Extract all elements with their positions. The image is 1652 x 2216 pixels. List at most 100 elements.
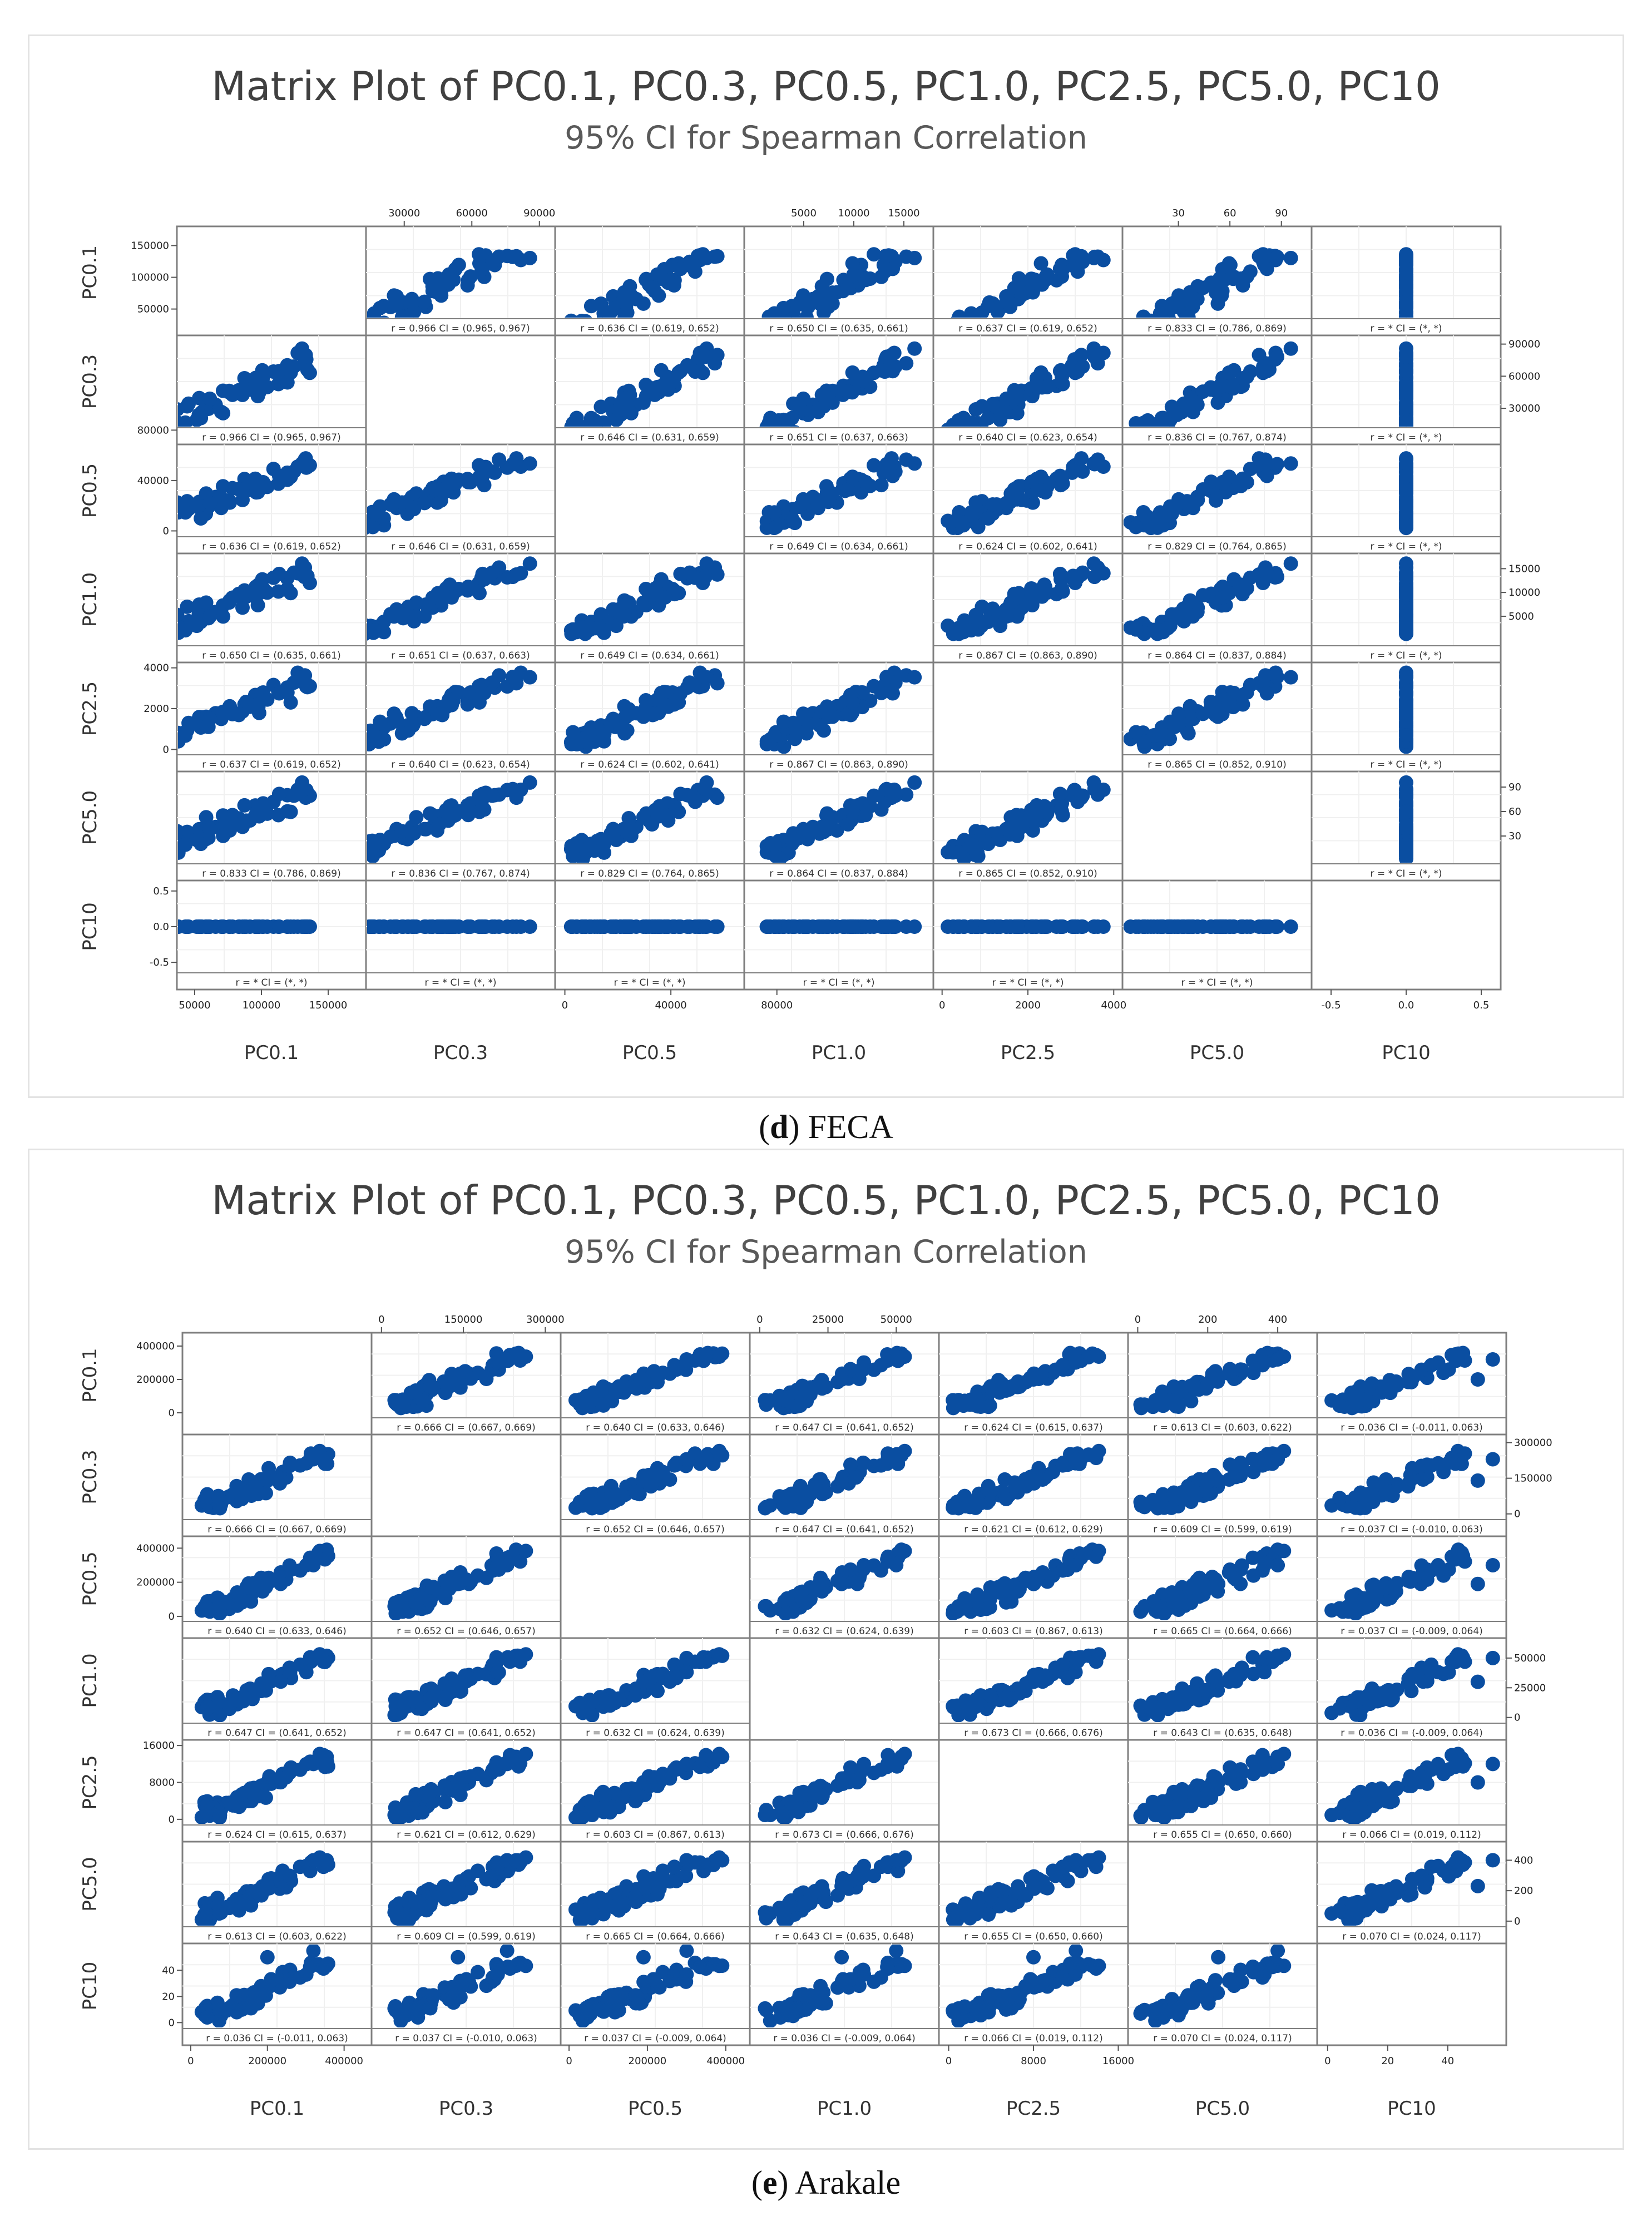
cell-pc0-5-vs-pc1-0: r = 0.649 CI = (0.634, 0.661) <box>743 443 934 555</box>
data-point <box>282 1458 297 1473</box>
data-point <box>951 1393 966 1408</box>
cell-pc0-5-vs-pc10: r = 0.037 CI = (-0.009, 0.064) <box>1316 1535 1507 1639</box>
cell-pc10-vs-pc10 <box>1310 879 1502 991</box>
data-point <box>522 775 537 790</box>
data-point <box>616 391 631 406</box>
data-point <box>367 837 382 852</box>
data-point <box>1211 1372 1226 1387</box>
data-point <box>1234 1558 1249 1573</box>
cell-pc2-5-vs-pc5-0: r = 0.865 CI = (0.852, 0.910) <box>1121 661 1313 773</box>
data-point <box>1134 1498 1149 1513</box>
cell-pc0-1-vs-pc2-5: r = 0.637 CI = (0.619, 0.652) <box>932 225 1124 337</box>
data-point <box>710 919 725 934</box>
data-point <box>1283 341 1298 356</box>
data-point <box>636 1372 651 1387</box>
tick-label: 40000 <box>137 475 169 487</box>
data-point <box>260 1576 275 1591</box>
data-point <box>271 787 286 802</box>
data-point <box>1399 261 1413 276</box>
data-point <box>1404 1372 1419 1387</box>
data-point <box>657 698 672 713</box>
data-point <box>889 1557 904 1572</box>
cell-pc0-5-vs-pc10: r = * CI = (*, *) <box>1310 443 1502 555</box>
data-point <box>983 1380 998 1395</box>
data-point <box>971 520 986 535</box>
data-point <box>151 508 166 523</box>
data-point <box>798 1595 813 1610</box>
data-point <box>1399 556 1413 571</box>
points <box>178 556 317 640</box>
data-point <box>1150 1393 1165 1408</box>
x-variable-label: PC0.3 <box>433 1042 488 1064</box>
data-point <box>451 258 466 273</box>
data-point <box>814 1381 829 1396</box>
cell-pc0-5-vs-pc0-1: r = 0.640 CI = (0.633, 0.646) <box>181 1535 373 1639</box>
cell-pc0-5-vs-pc0-3: r = 0.646 CI = (0.631, 0.659) <box>365 443 556 555</box>
data-point <box>698 349 713 364</box>
data-point <box>159 410 173 425</box>
data-point <box>769 520 784 535</box>
data-point <box>1069 1352 1084 1367</box>
correlation-label: r = * CI = (*, *) <box>236 977 308 988</box>
data-point <box>628 1484 643 1499</box>
data-point <box>778 1500 793 1515</box>
data-point <box>798 1491 813 1506</box>
data-point <box>654 363 669 378</box>
data-point <box>1399 349 1413 364</box>
cell-pc0-1-vs-pc1-0: r = 0.647 CI = (0.641, 0.652) <box>749 1332 940 1436</box>
data-point <box>234 1595 249 1610</box>
data-point <box>432 919 447 934</box>
data-point <box>367 728 382 743</box>
data-point <box>212 1599 227 1614</box>
correlation-label: r = 0.640 CI = (0.633, 0.646) <box>586 1422 724 1433</box>
data-point <box>1399 804 1413 819</box>
correlation-label: r = 0.646 CI = (0.631, 0.659) <box>580 432 719 443</box>
cell-pc0-5-vs-pc2-5: r = 0.624 CI = (0.602, 0.641) <box>932 443 1124 555</box>
data-point <box>957 851 972 863</box>
cell-pc1-0-vs-pc2-5: r = 0.867 CI = (0.863, 0.890) <box>932 552 1124 664</box>
data-point <box>151 834 166 848</box>
data-point <box>202 919 217 934</box>
data-point <box>1243 364 1258 379</box>
data-point <box>790 425 800 427</box>
data-point <box>1211 1576 1226 1591</box>
data-point <box>840 482 855 497</box>
correlation-label: r = 0.864 CI = (0.837, 0.884) <box>1148 650 1286 661</box>
points <box>148 451 317 526</box>
data-point <box>712 1443 727 1458</box>
data-point <box>1026 1473 1041 1488</box>
data-point <box>645 384 660 399</box>
data-point <box>1259 364 1274 379</box>
data-point <box>874 363 889 378</box>
cell-pc2-5-vs-pc10: r = * CI = (*, *) <box>1310 661 1502 773</box>
data-point <box>1185 919 1200 934</box>
data-point <box>968 1496 983 1511</box>
data-point <box>778 1393 793 1408</box>
data-point <box>1210 296 1225 311</box>
data-point <box>1283 670 1298 685</box>
data-point <box>1136 309 1151 318</box>
cell-pc0-3-vs-pc1-0: r = 0.647 CI = (0.641, 0.652) <box>749 1433 940 1537</box>
data-point <box>1052 566 1067 581</box>
data-point <box>148 510 162 524</box>
data-point <box>951 1599 966 1614</box>
data-point <box>271 919 286 934</box>
tick-label: 90000 <box>523 207 555 219</box>
data-point <box>796 711 811 726</box>
data-point <box>1270 1452 1285 1467</box>
cell-pc0-1-vs-pc0-3: r = 0.966 CI = (0.965, 0.967) <box>365 225 556 337</box>
data-point <box>1399 566 1413 581</box>
data-point <box>907 456 922 471</box>
chart-title: Matrix Plot of PC0.1, PC0.3, PC0.5, PC1.… <box>211 63 1441 110</box>
data-point <box>1221 1366 1236 1381</box>
tick-label: 150000 <box>309 1000 348 1011</box>
data-point <box>273 1472 288 1487</box>
data-point <box>1457 1446 1472 1461</box>
figure-caption-d: (d) FECA <box>759 1109 893 1145</box>
data-point <box>178 402 185 417</box>
data-point <box>444 698 459 713</box>
data-point <box>1074 451 1089 466</box>
data-point <box>125 845 139 859</box>
data-point <box>571 315 582 318</box>
data-point <box>271 566 286 581</box>
